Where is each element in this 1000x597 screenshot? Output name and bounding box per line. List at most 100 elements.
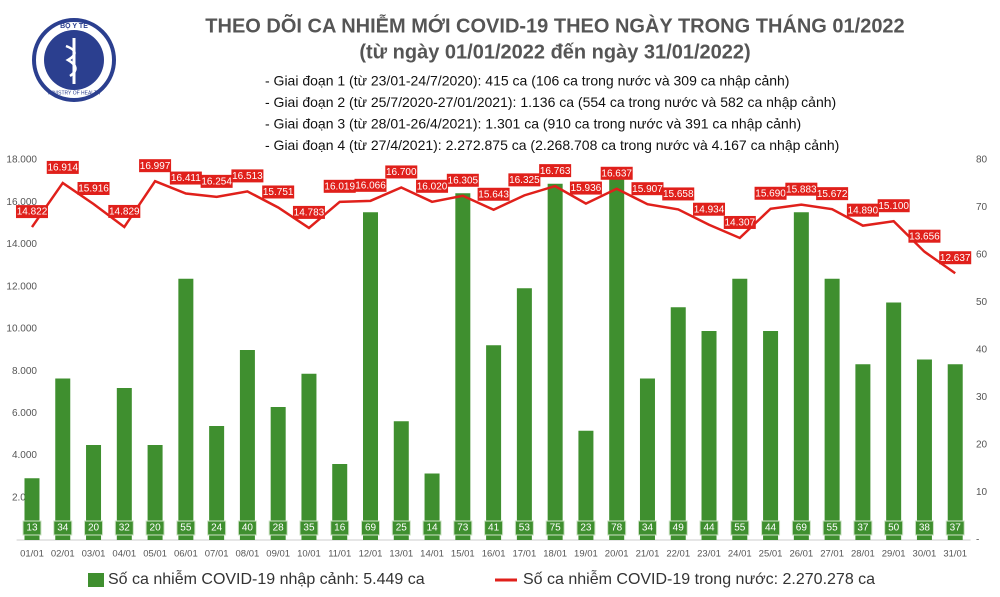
bar: [147, 445, 163, 540]
y-tick-label: 14.000: [6, 239, 37, 250]
note: - Giai đoạn 2 (từ 25/7/2020-27/01/2021):…: [265, 94, 836, 110]
chart-title: THEO DÕI CA NHIỄM MỚI COVID-19 THEO NGÀY…: [205, 13, 904, 37]
x-tick-label: 21/01: [636, 549, 660, 560]
bar-label-box: [945, 520, 965, 536]
bar-label: 55: [827, 523, 839, 534]
bar-label: 23: [580, 523, 592, 534]
logo: BỘ Y TẾ MINISTRY OF HEALTH: [32, 18, 116, 102]
line-label-box: [292, 205, 325, 219]
x-tick-label: 01/01: [20, 549, 44, 560]
bar: [239, 350, 255, 540]
line-label-box: [785, 182, 818, 196]
bar-label-box: [761, 520, 781, 536]
bar: [916, 359, 932, 540]
bar-label: 28: [273, 523, 285, 534]
bar-label-box: [668, 520, 688, 536]
line-label: 16.513: [232, 171, 263, 182]
bar-label: 44: [703, 523, 715, 534]
bar: [393, 421, 409, 540]
x-tick-label: 23/01: [697, 549, 721, 560]
line-label: 14.307: [724, 218, 755, 229]
bar-label-box: [53, 520, 73, 536]
line-label-box: [323, 179, 356, 193]
line-label: 14.934: [694, 204, 725, 215]
x-tick-label: 05/01: [143, 549, 167, 560]
bar: [86, 445, 102, 540]
bar-label: 37: [857, 523, 869, 534]
line-label-box: [354, 178, 387, 192]
x-tick-label: 06/01: [174, 549, 198, 560]
x-tick-label: 20/01: [605, 549, 629, 560]
bar-label: 49: [673, 523, 685, 534]
x-tick-label: 09/01: [266, 549, 290, 560]
bar: [886, 302, 902, 540]
x-tick-label: 30/01: [913, 549, 937, 560]
x-tick-label: 27/01: [820, 549, 844, 560]
line-label: 12.637: [940, 253, 971, 264]
line-label: 16.254: [201, 177, 232, 188]
bar-label: 34: [57, 523, 69, 534]
line-label: 16.763: [540, 166, 571, 177]
line-label-box: [169, 171, 202, 185]
bar-label-box: [545, 520, 565, 536]
note: - Giai đoạn 1 (từ 23/01-24/7/2020): 415 …: [265, 73, 789, 89]
line-label: 15.751: [263, 187, 294, 198]
bar-label: 14: [426, 523, 438, 534]
line-label: 15.936: [571, 183, 602, 194]
bar-label-box: [822, 520, 842, 536]
bar-label-box: [84, 520, 104, 536]
bar-label: 69: [365, 523, 377, 534]
y-tick-label: 4.000: [12, 450, 37, 461]
y2-tick-label: 10: [976, 487, 988, 498]
bar: [947, 364, 963, 540]
line-label-box: [385, 165, 418, 179]
line-label-box: [662, 187, 695, 201]
bar: [547, 183, 563, 540]
legend-label: Số ca nhiễm COVID-19 trong nước: 2.270.2…: [523, 569, 875, 588]
bar-label: 69: [796, 523, 808, 534]
x-tick-label: 04/01: [112, 549, 136, 560]
line-label-box: [939, 251, 972, 265]
bar: [670, 307, 686, 540]
x-tick-label: 13/01: [389, 549, 413, 560]
bar-label: 44: [765, 523, 777, 534]
legend-label: Số ca nhiễm COVID-19 nhập cảnh: 5.449 ca: [108, 569, 425, 588]
bar-label: 20: [88, 523, 100, 534]
line-label-box: [631, 182, 664, 196]
bar-label-box: [576, 520, 596, 536]
bar-label-box: [299, 520, 319, 536]
line-label-box: [908, 229, 941, 243]
line-label-box: [539, 164, 572, 178]
line-label-box: [508, 173, 541, 187]
bar-label-box: [207, 520, 227, 536]
x-tick-label: 28/01: [851, 549, 875, 560]
x-tick-label: 11/01: [328, 549, 351, 560]
line-label: 15.907: [632, 184, 663, 195]
line-label: 16.700: [386, 167, 417, 178]
bar-label: 32: [119, 523, 131, 534]
line-label-box: [262, 185, 295, 199]
bar-label-box: [791, 520, 811, 536]
line-label-box: [416, 179, 449, 193]
bar-label-box: [699, 520, 719, 536]
bar-label-box: [484, 520, 504, 536]
line-label: 15.690: [755, 188, 786, 199]
x-tick-label: 19/01: [574, 549, 598, 560]
bar-label: 13: [26, 523, 38, 534]
bar-label: 55: [180, 523, 192, 534]
line-label: 14.890: [848, 205, 879, 216]
bar-label-box: [884, 520, 904, 536]
bar-label: 34: [642, 523, 654, 534]
line-label: 15.916: [78, 184, 109, 195]
x-tick-label: 10/01: [297, 549, 321, 560]
bar: [763, 331, 779, 540]
bar-label: 75: [550, 523, 562, 534]
line-label: 15.672: [817, 189, 848, 200]
line-label-box: [231, 169, 264, 183]
line-label-box: [446, 173, 479, 187]
x-tick-label: 15/01: [451, 549, 475, 560]
bar-label-box: [391, 520, 411, 536]
line-label-box: [693, 202, 726, 216]
bar-label-box: [268, 520, 288, 536]
bar-label: 37: [950, 523, 962, 534]
